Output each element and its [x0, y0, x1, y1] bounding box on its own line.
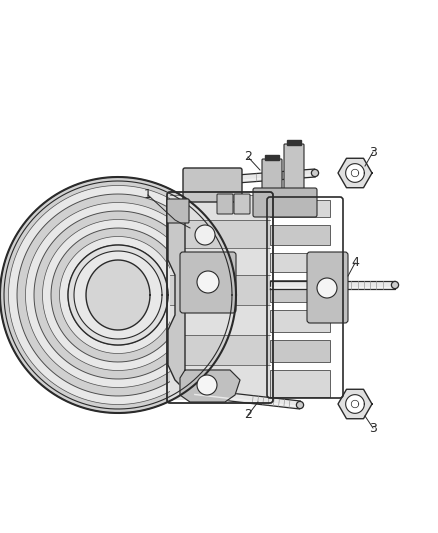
Bar [170, 220, 270, 248]
Bar [170, 365, 270, 400]
Polygon shape [338, 389, 372, 419]
Polygon shape [51, 228, 185, 362]
Circle shape [317, 278, 337, 298]
FancyBboxPatch shape [217, 194, 233, 214]
Polygon shape [185, 169, 315, 187]
Polygon shape [270, 281, 395, 289]
Polygon shape [0, 177, 236, 413]
FancyBboxPatch shape [262, 159, 282, 201]
FancyBboxPatch shape [284, 144, 304, 196]
FancyBboxPatch shape [234, 194, 250, 214]
Polygon shape [287, 140, 301, 145]
FancyBboxPatch shape [180, 252, 236, 313]
Circle shape [197, 271, 219, 293]
Circle shape [392, 281, 399, 288]
Bar [270, 340, 330, 362]
Polygon shape [68, 245, 168, 345]
Circle shape [195, 225, 215, 245]
Polygon shape [346, 164, 364, 182]
Polygon shape [42, 220, 194, 370]
Polygon shape [346, 394, 364, 414]
Text: 3: 3 [369, 146, 377, 158]
Text: 2: 2 [244, 150, 252, 164]
Bar [270, 310, 330, 332]
Circle shape [297, 401, 304, 409]
Bar [170, 195, 270, 220]
Polygon shape [180, 370, 240, 402]
Polygon shape [0, 177, 236, 413]
Polygon shape [17, 194, 219, 396]
FancyBboxPatch shape [183, 168, 242, 202]
Polygon shape [194, 389, 300, 409]
Text: 1: 1 [144, 189, 152, 201]
Bar [270, 200, 330, 217]
Bar [170, 335, 270, 365]
Text: 2: 2 [244, 408, 252, 422]
Polygon shape [68, 245, 168, 345]
Polygon shape [338, 158, 372, 188]
Bar [270, 225, 330, 245]
Polygon shape [265, 155, 279, 160]
Polygon shape [34, 211, 202, 379]
Polygon shape [8, 185, 227, 405]
Circle shape [311, 169, 318, 176]
Text: 3: 3 [369, 422, 377, 434]
Bar [270, 370, 330, 397]
Polygon shape [60, 237, 177, 353]
Polygon shape [168, 210, 185, 385]
FancyBboxPatch shape [167, 199, 189, 223]
Bar [170, 248, 270, 275]
FancyBboxPatch shape [307, 252, 348, 323]
Bar [170, 275, 270, 305]
Bar [170, 305, 270, 335]
Circle shape [197, 375, 217, 395]
Polygon shape [25, 203, 211, 387]
Bar [270, 280, 330, 302]
Bar [270, 253, 330, 272]
FancyBboxPatch shape [253, 188, 317, 217]
Text: 4: 4 [351, 256, 359, 270]
Polygon shape [74, 251, 162, 339]
Polygon shape [86, 260, 150, 330]
